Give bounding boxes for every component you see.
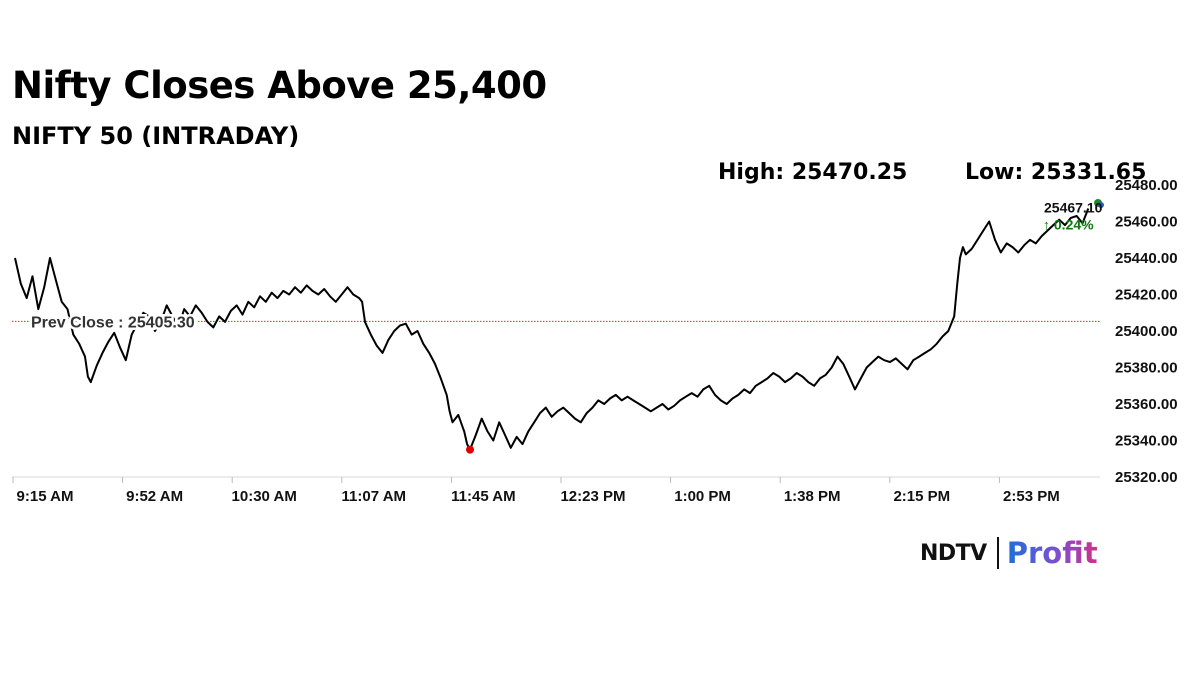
y-tick-label: 25320.00 (1115, 469, 1178, 486)
y-tick-label: 25340.00 (1115, 433, 1178, 450)
last-value-label: 25467.10 (1044, 200, 1103, 216)
x-tick-label: 1:38 PM (784, 488, 841, 505)
x-tick-label: 2:15 PM (893, 488, 950, 505)
day-high-stat: High: 25470.25 (718, 160, 908, 185)
y-tick-label: 25440.00 (1115, 250, 1178, 267)
logo-profit-text: Profit (1006, 536, 1098, 570)
x-tick-label: 2:53 PM (1003, 488, 1060, 505)
x-tick-label: 9:52 AM (126, 488, 183, 505)
y-tick-label: 25480.00 (1115, 177, 1178, 194)
y-tick-label: 25380.00 (1115, 360, 1178, 377)
x-tick-label: 10:30 AM (232, 488, 297, 505)
headline: Nifty Closes Above 25,400 (12, 64, 547, 107)
logo-ndtv-text: NDTV (920, 540, 987, 566)
chart-subtitle: NIFTY 50 (INTRADAY) (12, 122, 300, 150)
ndtv-profit-logo: NDTV Profit (920, 533, 1098, 573)
y-tick-label: 25400.00 (1115, 323, 1178, 340)
x-tick-label: 11:45 AM (451, 488, 515, 505)
x-tick-label: 1:00 PM (674, 488, 731, 505)
logo-separator (996, 537, 999, 569)
x-tick-label: 12:23 PM (560, 488, 625, 505)
y-tick-label: 25420.00 (1115, 287, 1178, 304)
y-tick-label: 25460.00 (1115, 214, 1178, 231)
x-tick-label: 9:15 AM (17, 488, 74, 505)
y-tick-label: 25360.00 (1115, 396, 1178, 413)
x-tick-label: 11:07 AM (342, 488, 406, 505)
prev-close-label: Prev Close : 25405.30 (31, 314, 195, 331)
day-low-stat: Low: 25331.65 (965, 160, 1147, 185)
nifty-price-line (14, 208, 1090, 451)
last-change-label: ↑ 0.24% (1043, 217, 1094, 233)
day-low-marker (466, 445, 474, 454)
last-value-marker-accent (1098, 202, 1104, 208)
